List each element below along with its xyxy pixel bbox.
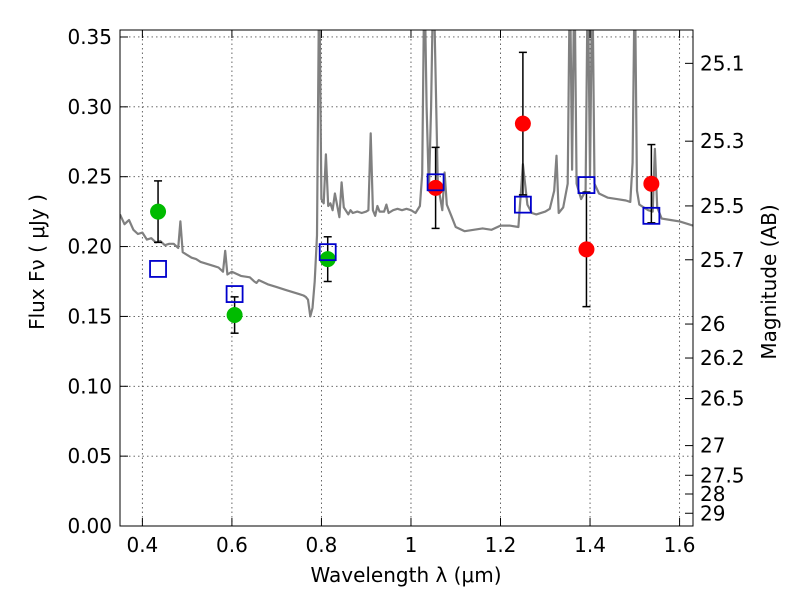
right-tick-label: 25.5 [700,194,745,218]
y-tick-label: 0.25 [67,165,112,189]
y-axis-label: Flux Fν ( μJy ) [25,194,49,330]
x-tick-label: 0.4 [126,533,158,557]
y-tick-label: 0.00 [67,514,112,538]
data-point-circle [427,179,444,196]
data-point-circle [578,241,595,258]
data-point-circle [319,251,336,268]
x-tick-label: 1.2 [485,533,517,557]
data-point-square [426,173,445,192]
y-tick-label: 0.35 [67,25,112,49]
right-tick-label: 28 [700,482,725,506]
data-markers [149,51,661,334]
data-point-square [642,206,661,225]
right-tick-label: 25.3 [700,129,745,153]
axis-ticks [120,30,693,527]
x-axis-label: Wavelength λ (μm) [310,563,501,587]
x-tick-label: 1.6 [664,533,696,557]
y-tick-label: 0.15 [67,304,112,328]
data-point-square [225,285,244,303]
data-point-square [318,243,337,262]
right-tick-label: 25.1 [700,51,745,75]
x-tick-label: 1 [405,533,418,557]
right-tick-label: 26.2 [700,346,745,370]
data-point-circle [643,175,660,192]
y-tick-label: 0.10 [67,374,112,398]
data-point-square [149,260,167,278]
grid-lines [120,30,693,527]
axis-tick-labels: 0.4 0.6 0.8 1 1.2 1.4 1.6 0.00 0.05 0.10 0.15 0.20 0… [67,25,744,557]
data-point-square [577,176,596,194]
y-tick-label: 0.20 [67,235,112,259]
data-point-circle [514,115,531,132]
x-tick-label: 0.6 [216,533,248,557]
right-tick-label: 29 [700,501,725,525]
x-tick-label: 0.8 [306,533,338,557]
y-tick-label: 0.05 [67,444,112,468]
right-axis-label: Magnitude (AB) [757,204,781,359]
model-spectrum-line [120,30,693,318]
data-point-circle [150,203,167,220]
x-tick-label: 1.4 [574,533,606,557]
data-point-circle [226,307,243,324]
plot-frame [119,29,694,527]
y-tick-label: 0.30 [67,95,112,119]
right-tick-label: 27 [700,434,725,458]
right-tick-label: 25.7 [700,248,745,272]
right-tick-label: 27.5 [700,463,745,487]
data-point-square [513,195,532,214]
right-tick-label: 26.5 [700,387,745,411]
right-tick-label: 26 [700,312,725,336]
